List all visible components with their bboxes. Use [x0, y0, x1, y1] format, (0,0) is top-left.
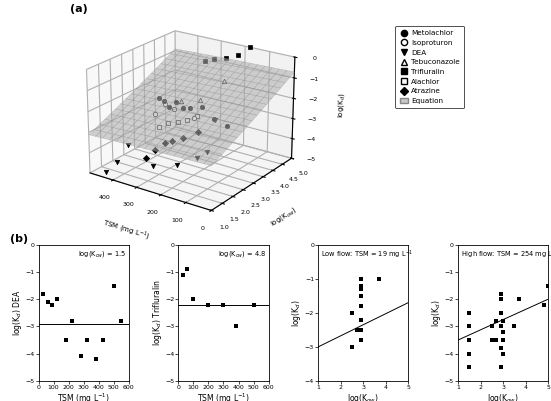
Point [492, 337, 501, 343]
Point [76, 353, 85, 360]
Point [488, 337, 496, 343]
Y-axis label: log(K$_d$): log(K$_d$) [430, 299, 443, 326]
Point [48, 302, 57, 308]
Point [465, 337, 474, 343]
Point [117, 318, 126, 324]
Point [496, 364, 505, 371]
Point [539, 302, 548, 308]
Point [510, 323, 519, 330]
Point [465, 364, 474, 371]
Point [231, 323, 240, 330]
Point [352, 326, 361, 333]
Point [52, 296, 61, 302]
Point [356, 292, 365, 299]
Point [183, 266, 192, 272]
Text: (a): (a) [70, 4, 88, 14]
Point [249, 302, 258, 308]
Point [499, 329, 507, 335]
Text: Low flow: TSM = 19 mg L$^{-1}$: Low flow: TSM = 19 mg L$^{-1}$ [321, 249, 413, 261]
Text: log(K$_{ow}$) = 4.8: log(K$_{ow}$) = 4.8 [218, 249, 266, 259]
Point [492, 318, 501, 324]
Point [496, 290, 505, 297]
Y-axis label: log(K$_{ow}$): log(K$_{ow}$) [269, 205, 299, 229]
Point [109, 282, 118, 289]
Text: High flow: TSM = 254 mg L$^{-1}$: High flow: TSM = 254 mg L$^{-1}$ [461, 249, 551, 261]
Point [189, 296, 198, 302]
Point [465, 350, 474, 357]
Point [544, 282, 551, 289]
Point [499, 350, 507, 357]
Point [219, 302, 228, 308]
Legend: Metolachlor, Isoproturon, DEA, Tebuconazole, Trifluralin, Alachlor, Atrazine, Eq: Metolachlor, Isoproturon, DEA, Tebuconaz… [395, 26, 464, 108]
Y-axis label: log(K$_d$): log(K$_d$) [290, 299, 304, 326]
X-axis label: TSM (mg L$^{-1}$): TSM (mg L$^{-1}$) [197, 391, 250, 401]
X-axis label: log(K$_{ow}$): log(K$_{ow}$) [487, 391, 519, 401]
Point [356, 275, 365, 282]
Point [348, 310, 356, 316]
Point [348, 344, 356, 350]
Point [499, 337, 507, 343]
Point [204, 302, 213, 308]
Point [356, 286, 365, 292]
Point [356, 316, 365, 323]
Point [496, 296, 505, 302]
Point [356, 282, 365, 289]
X-axis label: TSM (mg L$^{-1}$): TSM (mg L$^{-1}$) [101, 217, 152, 243]
Point [39, 290, 47, 297]
Point [91, 356, 100, 363]
Point [179, 271, 187, 278]
Point [488, 323, 496, 330]
Point [465, 310, 474, 316]
Text: log(K$_{ow}$) = 1.5: log(K$_{ow}$) = 1.5 [78, 249, 126, 259]
Point [99, 337, 107, 343]
Y-axis label: log(K$_d$) Trifluralin: log(K$_d$) Trifluralin [150, 279, 164, 346]
Point [515, 296, 523, 302]
Point [465, 323, 474, 330]
Point [499, 318, 507, 324]
Y-axis label: log(K$_d$) DEA: log(K$_d$) DEA [11, 290, 24, 336]
Point [496, 323, 505, 330]
Point [375, 275, 383, 282]
Text: (b): (b) [10, 234, 28, 244]
Point [356, 326, 365, 333]
X-axis label: log(K$_{ow}$): log(K$_{ow}$) [347, 391, 379, 401]
X-axis label: TSM (mg L$^{-1}$): TSM (mg L$^{-1}$) [57, 391, 110, 401]
Point [61, 337, 70, 343]
Point [496, 310, 505, 316]
Point [356, 303, 365, 309]
Point [496, 345, 505, 351]
Point [43, 299, 52, 305]
Point [356, 337, 365, 343]
Point [82, 337, 91, 343]
Point [67, 318, 76, 324]
